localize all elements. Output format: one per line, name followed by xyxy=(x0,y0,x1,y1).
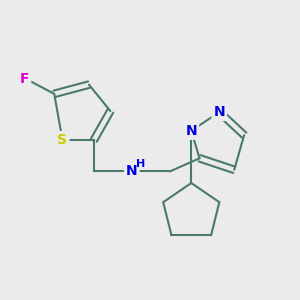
Text: S: S xyxy=(58,133,68,147)
Text: F: F xyxy=(20,72,29,86)
Text: N: N xyxy=(126,164,138,178)
Text: H: H xyxy=(136,159,146,169)
Text: N: N xyxy=(214,105,225,119)
Text: N: N xyxy=(185,124,197,138)
